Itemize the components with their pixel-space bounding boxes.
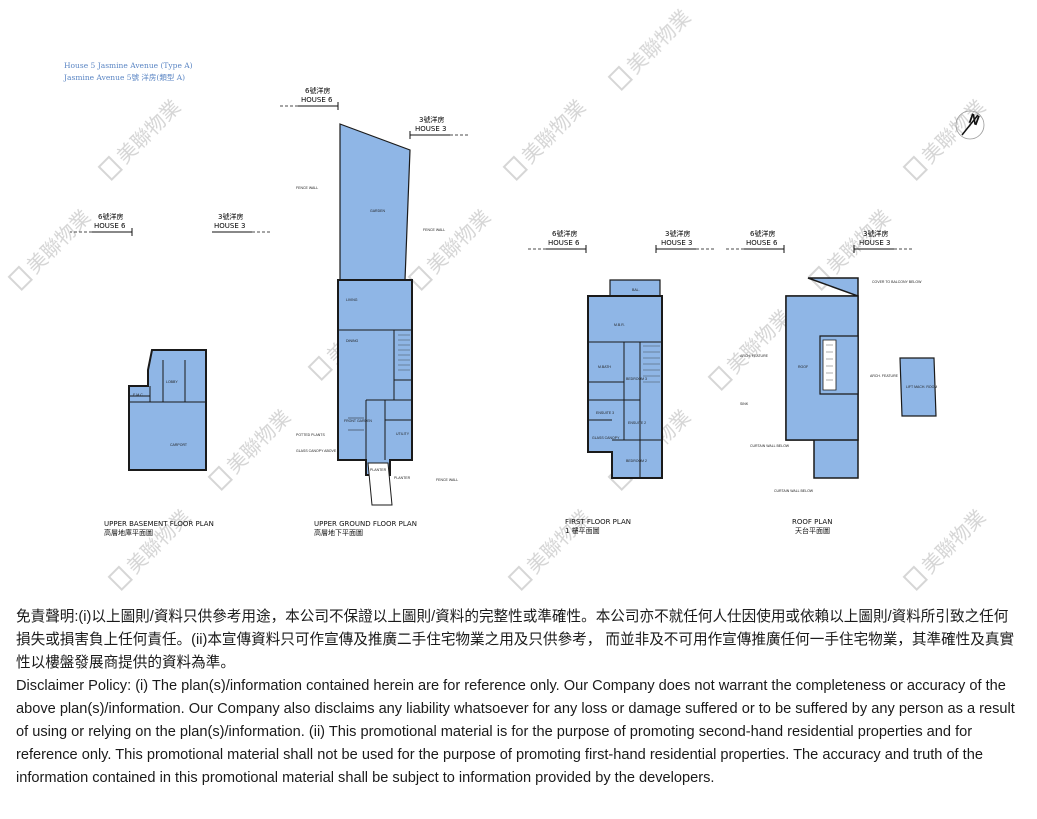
watermark-text: 美聯物業 [22, 205, 96, 279]
upper-ground-plan: 6號洋房 HOUSE 6 3號洋房 HOUSE 3 GARDEN LIVING … [278, 86, 468, 537]
room-label: M.BATH [598, 365, 611, 369]
house-marker-right: 3號洋房 HOUSE 3 [655, 229, 714, 253]
room-label: FRONT GARDEN [344, 419, 372, 423]
callout-label: COVER TO BALCONY BELOW [872, 280, 922, 284]
watermark-text: 美聯物業 [122, 505, 196, 579]
callout-label: CURTAIN WALL BELOW [774, 489, 814, 493]
garden-area [339, 123, 411, 281]
room-label: LOBBY [166, 380, 178, 384]
callout-label: SINK [740, 402, 749, 406]
plan-header-title-zh: Jasmine Avenue 5號 洋房(類型 A) [63, 72, 185, 82]
midland-logo-icon: 美聯物業 [97, 95, 186, 182]
callout-label: CURTAIN WALL BELOW [750, 444, 790, 448]
room-label: PLANTER [370, 468, 387, 472]
midland-logo-icon: 美聯物業 [707, 305, 796, 392]
room-label: BEDROOM 2 [626, 459, 647, 463]
plan-title-en: UPPER BASEMENT FLOOR PLAN [104, 520, 214, 528]
house-label-en: HOUSE 3 [859, 239, 890, 247]
room-label: BAL. [632, 288, 640, 292]
room-label: M.B.R. [614, 323, 625, 327]
house-marker-right: 3號洋房 HOUSE 3 [212, 212, 272, 233]
first-floor-slab [587, 295, 663, 479]
house-label-zh: 3號洋房 [863, 229, 888, 238]
house-label-zh: 3號洋房 [218, 212, 243, 221]
midland-logo-icon: 美聯物業 [7, 205, 96, 292]
watermark-text: 美聯物業 [917, 505, 991, 579]
room-label: UTILITY [396, 432, 410, 436]
watermark-text: 美聯物業 [112, 95, 186, 169]
house-marker-left: 6號洋房 HOUSE 6 [70, 212, 133, 236]
first-floor-plan: 6號洋房 HOUSE 6 3號洋房 HOUSE 3 BAL. M.B.R. M.… [528, 229, 714, 535]
house-label-zh: 6號洋房 [98, 212, 123, 221]
midland-logo-icon: 美聯物業 [407, 205, 496, 292]
callout-label: FENCE WALL [296, 186, 318, 190]
house-marker-left: 6號洋房 HOUSE 6 [528, 229, 587, 253]
floor-plan-sheet: House 5 Jasmine Avenue (Type A) Jasmine … [7, 5, 991, 592]
midland-logo-icon: 美聯物業 [502, 95, 591, 182]
midland-logo-icon: 美聯物業 [607, 5, 696, 92]
room-label: CARPORT [170, 443, 188, 447]
house-label-en: HOUSE 6 [301, 96, 333, 104]
callout-label: ARCH. FEATURE [740, 354, 769, 358]
callout-label: FENCE WALL [423, 228, 445, 232]
roof-plan: 6號洋房 HOUSE 6 3號洋房 HOUSE 3 ROOF LIFT MACH… [726, 229, 937, 535]
room-label: ROOF [798, 365, 808, 369]
house-marker-left: 6號洋房 HOUSE 6 [278, 86, 339, 110]
house-marker-right: 3號洋房 HOUSE 3 [853, 229, 912, 253]
disclaimer-en: Disclaimer Policy: (i) The plan(s)/infor… [16, 678, 1015, 786]
house-label-en: HOUSE 6 [94, 222, 126, 230]
room-label: LIVING [346, 298, 358, 302]
room-label: LIFT MACH. ROOM [906, 385, 937, 389]
house-label-en: HOUSE 6 [746, 239, 778, 247]
room-label: BEDROOM 3 [626, 377, 647, 381]
callout-label: POTTED PLANTS [296, 433, 325, 437]
disclaimer-zh: 免責聲明:(i)以上圖則/資料只供參考用途，本公司不保證以上圖則/資料的完整性或… [16, 609, 1015, 671]
plan-title-en: FIRST FLOOR PLAN [565, 518, 631, 526]
house-marker-left: 6號洋房 HOUSE 6 [726, 229, 785, 253]
upper-basement-floor [128, 349, 207, 471]
plan-title-zh: 高層地下平面圖 [314, 528, 363, 537]
midland-logo-icon: 美聯物業 [902, 95, 991, 182]
midland-logo-icon: 美聯物業 [902, 505, 991, 592]
room-label: ENSUITE 3 [596, 411, 614, 415]
callout-label: FENCE WALL [436, 478, 458, 482]
plan-title-en: ROOF PLAN [792, 518, 832, 526]
watermark-text: 美聯物業 [222, 405, 296, 479]
plan-title-zh: 1 樓平面圖 [565, 526, 600, 535]
house-label-en: HOUSE 3 [214, 222, 245, 230]
disclaimer-block: 免責聲明:(i)以上圖則/資料只供參考用途，本公司不保證以上圖則/資料的完整性或… [16, 606, 1021, 790]
midland-logo-icon: 美聯物業 [207, 405, 296, 492]
house-label-zh: 6號洋房 [305, 86, 330, 95]
midland-logo-icon: 美聯物業 [107, 505, 196, 592]
watermark-text: 美聯物業 [422, 205, 496, 279]
watermark-text: 美聯物業 [917, 95, 991, 169]
callout-label: ARCH. FEATURE [870, 374, 899, 378]
callout-label: PLANTER [394, 476, 411, 480]
plan-title-en: UPPER GROUND FLOOR PLAN [314, 520, 417, 528]
house-label-zh: 3號洋房 [419, 115, 444, 124]
room-label: ENSUITE 2 [628, 421, 646, 425]
house-label-zh: 6號洋房 [552, 229, 577, 238]
room-label: E.M.C. [133, 393, 144, 397]
upper-ground-floor [337, 279, 413, 476]
plan-header-title-en: House 5 Jasmine Avenue (Type A) [64, 61, 193, 70]
watermark-text: 美聯物業 [522, 505, 596, 579]
house-label-en: HOUSE 3 [661, 239, 692, 247]
house-marker-right: 3號洋房 HOUSE 3 [409, 115, 468, 139]
house-label-en: HOUSE 3 [415, 125, 446, 133]
callout-label: GLASS CANOPY ABOVE [296, 449, 337, 453]
watermark-text: 美聯物業 [517, 95, 591, 169]
room-label: DINING [346, 339, 359, 343]
house-label-en: HOUSE 6 [548, 239, 580, 247]
upper-basement-plan: 6號洋房 HOUSE 6 3號洋房 HOUSE 3 LOBBY CARPORT … [70, 212, 272, 537]
house-label-zh: 6號洋房 [750, 229, 775, 238]
watermark-text: 美聯物業 [722, 305, 796, 379]
plan-title-zh: 天台平面圖 [795, 526, 830, 535]
watermark-text: 美聯物業 [622, 5, 696, 79]
room-label: GLASS CANOPY [592, 436, 620, 440]
plan-title-zh: 高層地庫平面圖 [104, 528, 153, 537]
room-label: GARDEN [370, 209, 385, 213]
house-label-zh: 3號洋房 [665, 229, 690, 238]
